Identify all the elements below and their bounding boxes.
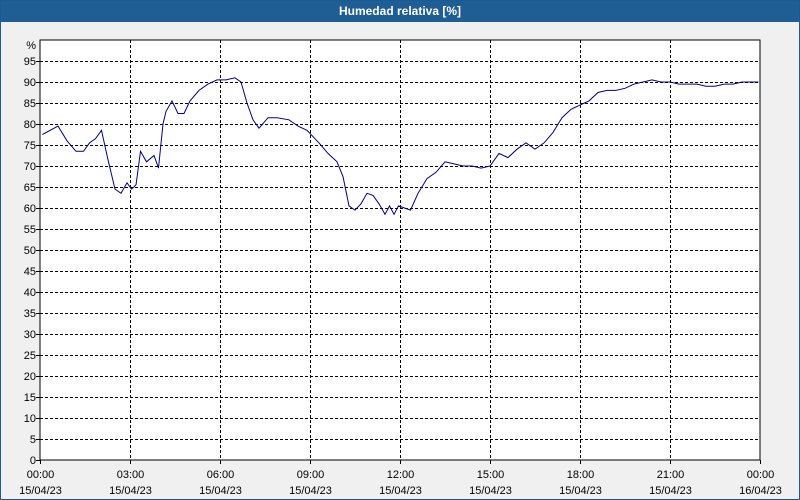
- y-tick-label: 75: [24, 140, 36, 152]
- y-tick-label: 45: [24, 266, 36, 278]
- y-tick-label: 55: [24, 224, 36, 236]
- x-tick-time-label: 15:00: [477, 469, 505, 481]
- y-tick-label: 10: [24, 413, 36, 425]
- y-tick-label: 80: [24, 119, 36, 131]
- y-tick-label: 60: [24, 203, 36, 215]
- y-tick-label: 35: [24, 308, 36, 320]
- y-tick-label: 90: [24, 77, 36, 89]
- x-tick-time-label: 00:00: [27, 469, 55, 481]
- humidity-series-line: [42, 77, 759, 216]
- x-tick-date-label: 15/04/23: [379, 485, 422, 497]
- grid-lines: [40, 40, 760, 460]
- x-tick-date-label: 15/04/23: [199, 485, 242, 497]
- y-tick-label: 50: [24, 245, 36, 257]
- y-tick-label: 95: [24, 56, 36, 68]
- x-tick-time-label: 21:00: [657, 469, 685, 481]
- y-axis-ticks: 0 5 10 15 20 25 30 35 40 45 50 55 60 65 70 75 80 85 90 95: [24, 56, 40, 467]
- y-tick-label: 25: [24, 350, 36, 362]
- y-tick-label: 20: [24, 371, 36, 383]
- y-tick-label: 0: [30, 455, 36, 467]
- x-tick-time-label: 18:00: [567, 469, 595, 481]
- x-tick-time-label: 00:00: [747, 469, 775, 481]
- y-tick-label: 70: [24, 161, 36, 173]
- x-tick-date-label: 15/04/23: [109, 485, 152, 497]
- x-tick-date-label: 15/04/23: [559, 485, 602, 497]
- chart-title: Humedad relativa [%]: [1, 1, 799, 22]
- y-tick-label: 85: [24, 98, 36, 110]
- y-tick-label: 65: [24, 182, 36, 194]
- x-tick-date-label: 15/04/23: [469, 485, 512, 497]
- x-tick-date-label: 16/04/23: [739, 485, 782, 497]
- x-tick-time-label: 09:00: [297, 469, 325, 481]
- y-tick-label: 15: [24, 392, 36, 404]
- y-tick-label: 5: [30, 434, 36, 446]
- y-tick-label: 30: [24, 329, 36, 341]
- x-tick-date-label: 15/04/23: [19, 485, 62, 497]
- x-axis-ticks: 00:00 15/04/23 03:00 15/04/23 06:00 15/04/23 0…: [19, 460, 782, 497]
- x-tick-date-label: 15/04/23: [649, 485, 692, 497]
- x-tick-time-label: 03:00: [117, 469, 145, 481]
- x-tick-time-label: 06:00: [207, 469, 235, 481]
- x-tick-time-label: 12:00: [387, 469, 415, 481]
- y-tick-label: 40: [24, 287, 36, 299]
- x-tick-date-label: 15/04/23: [289, 485, 332, 497]
- y-axis-unit-label: %: [26, 40, 36, 52]
